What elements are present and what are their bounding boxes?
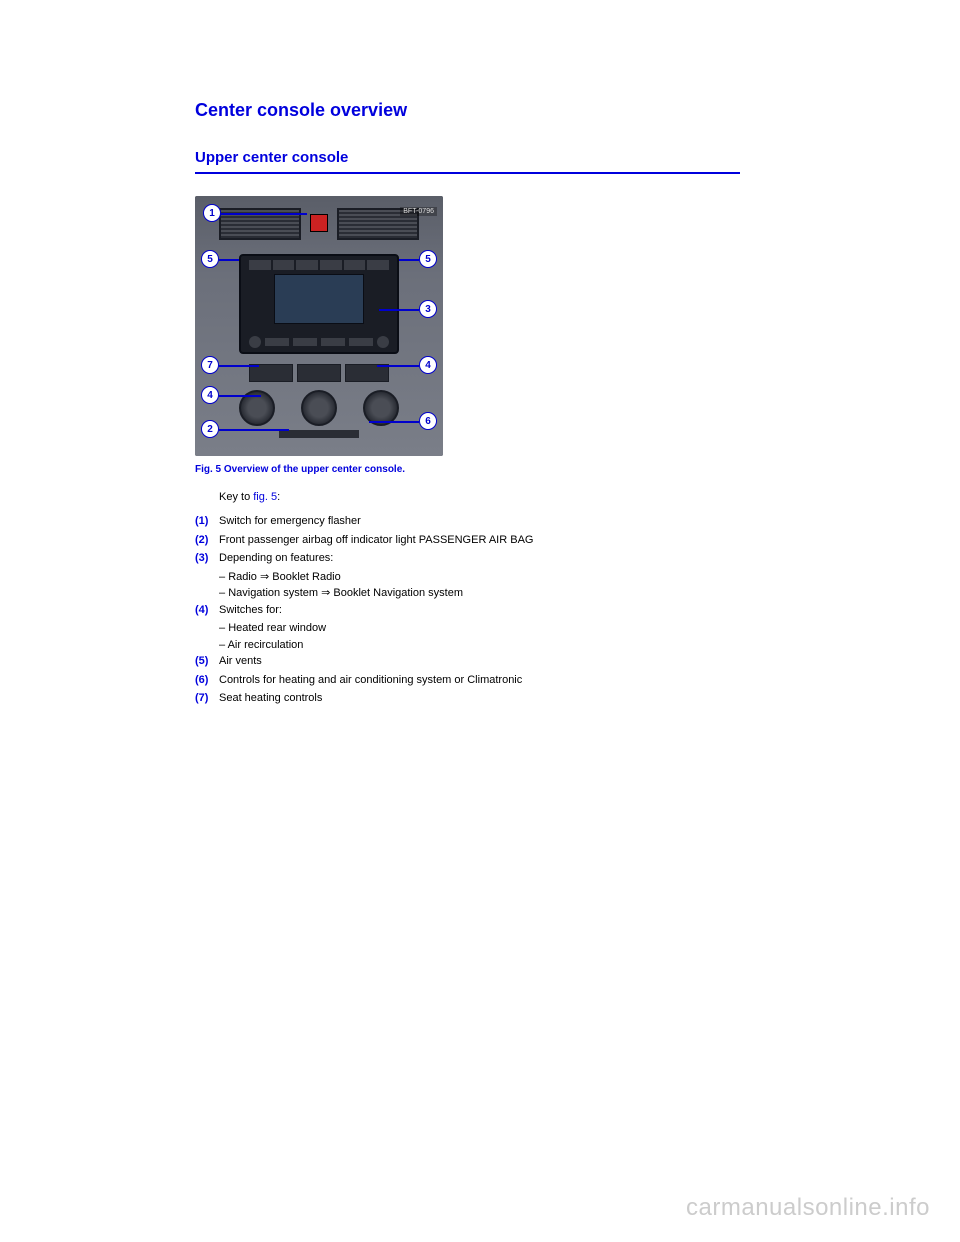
key-item-1: (1) Switch for emergency flasher: [195, 513, 760, 530]
hazard-button-graphic: [310, 214, 328, 232]
key-sublist-3: Radio ⇒ Booklet Radio Navigation system …: [219, 569, 760, 602]
callout-4-left-line: [219, 395, 261, 397]
callout-6: 6: [419, 412, 437, 430]
key-num-4: (4): [195, 602, 219, 619]
key-list-cont: (4) Switches for:: [195, 602, 760, 619]
radio-buttons-top: [249, 260, 389, 270]
callout-2-line: [219, 429, 289, 431]
key-intro-prefix: Key to: [219, 491, 253, 503]
key-item-6: (6) Controls for heating and air conditi…: [195, 672, 760, 689]
callout-5-left: 5: [201, 250, 219, 268]
key-num-5: (5): [195, 653, 219, 670]
key-list: (1) Switch for emergency flasher (2) Fro…: [195, 513, 760, 567]
climate-buttons: [249, 364, 389, 382]
key-sub4-2: Air recirculation: [219, 637, 760, 654]
section-underline: [195, 172, 740, 174]
footer-watermark: carmanualsonline.info: [686, 1194, 930, 1222]
radio-unit: [239, 254, 399, 354]
callout-7-line: [219, 365, 259, 367]
callout-1-line: [221, 213, 307, 215]
callout-4-left: 4: [201, 386, 219, 404]
figure-caption: Fig. 5 Overview of the upper center cons…: [195, 464, 760, 475]
radio-buttons-bottom: [249, 336, 389, 348]
defrost-label-graphic: [279, 430, 359, 438]
callout-4-right: 4: [419, 356, 437, 374]
key-item-5: (5) Air vents: [195, 653, 760, 670]
radio-screen: [274, 274, 364, 324]
callout-6-line: [369, 421, 419, 423]
callout-1: 1: [203, 204, 221, 222]
key-num-6: (6): [195, 672, 219, 689]
callout-5-left-line: [219, 259, 239, 261]
key-num-3: (3): [195, 550, 219, 567]
callout-5-right: 5: [419, 250, 437, 268]
key-text-4: Switches for:: [219, 602, 760, 619]
key-text-2: Front passenger airbag off indicator lig…: [219, 532, 760, 549]
key-text-3: Depending on features:: [219, 550, 760, 567]
key-sub4-1: Heated rear window: [219, 620, 760, 637]
callout-3-line: [379, 309, 419, 311]
key-sub3-2: Navigation system ⇒ Booklet Navigation s…: [219, 585, 760, 602]
key-item-2: (2) Front passenger airbag off indicator…: [195, 532, 760, 549]
callout-2: 2: [201, 420, 219, 438]
key-num-2: (2): [195, 532, 219, 549]
key-item-4: (4) Switches for:: [195, 602, 760, 619]
key-text-6: Controls for heating and air conditionin…: [219, 672, 760, 689]
key-sub3-1: Radio ⇒ Booklet Radio: [219, 569, 760, 586]
console-figure: 1 5 5 3 7 4 4 2 6 BFT-0796: [195, 196, 443, 456]
key-sublist-4: Heated rear window Air recirculation: [219, 620, 760, 653]
key-text-1: Switch for emergency flasher: [219, 513, 760, 530]
key-intro: Key to fig. 5:: [219, 491, 760, 503]
key-num-1: (1): [195, 513, 219, 530]
callout-5-right-line: [399, 259, 419, 261]
key-item-3: (3) Depending on features:: [195, 550, 760, 567]
key-text-7: Seat heating controls: [219, 690, 760, 707]
key-intro-figref: fig. 5: [253, 491, 277, 503]
section-title: Upper center console: [195, 149, 760, 166]
page-content: Center console overview Upper center con…: [0, 0, 760, 707]
key-intro-suffix: :: [277, 491, 280, 503]
callout-7: 7: [201, 356, 219, 374]
key-item-7: (7) Seat heating controls: [195, 690, 760, 707]
callout-4-right-line: [377, 365, 419, 367]
key-num-7: (7): [195, 690, 219, 707]
figure-watermark: BFT-0796: [400, 207, 437, 216]
callout-3: 3: [419, 300, 437, 318]
key-list-cont2: (5) Air vents (6) Controls for heating a…: [195, 653, 760, 707]
main-title: Center console overview: [195, 100, 760, 121]
key-text-5: Air vents: [219, 653, 760, 670]
